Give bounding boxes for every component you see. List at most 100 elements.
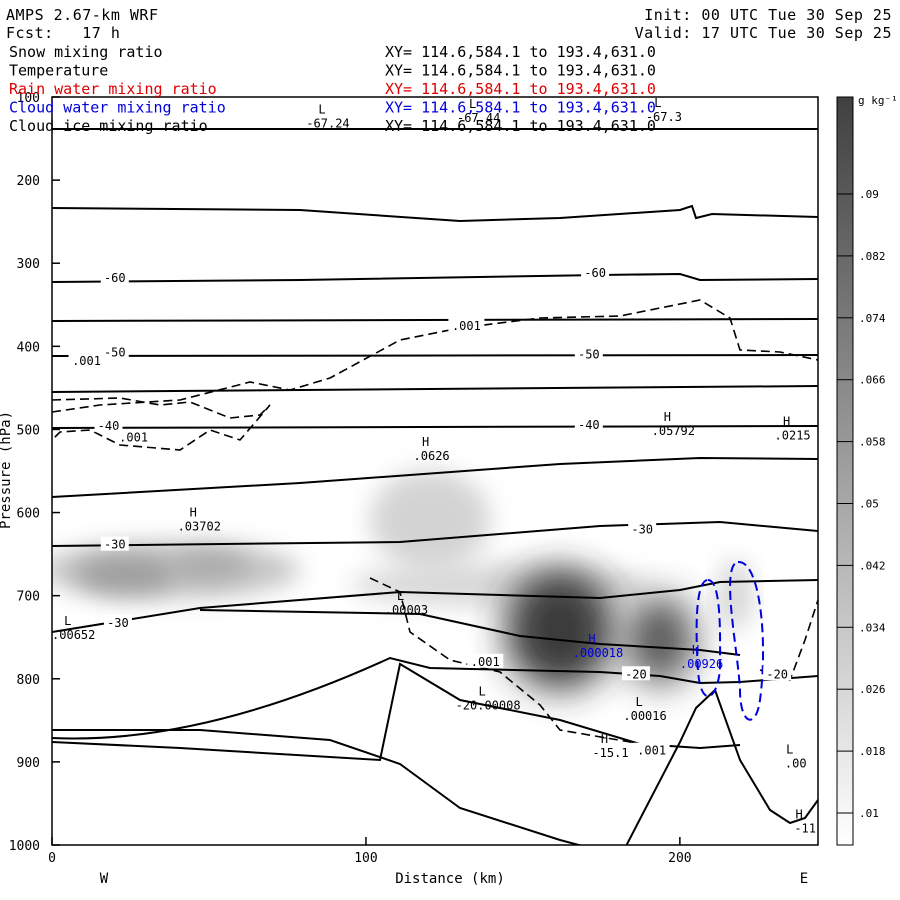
legend-name-0: Snow mixing ratio (9, 43, 163, 61)
contour-label-bg (763, 666, 792, 681)
colorbar-tick-label: .026 (859, 683, 886, 696)
forecast-hour: Fcst: 17 h (6, 24, 121, 42)
isotherm-neg30 (52, 520, 818, 547)
y-tick-label: 500 (17, 423, 40, 438)
extremum-kind-12: H (588, 632, 595, 646)
contour-label-bg (103, 614, 132, 629)
contour-label-1: -60 (584, 266, 606, 280)
extremum-kind-5: H (664, 410, 671, 424)
legend-xy-3: XY= 114.6,584.1 to 193.4,631.0 (385, 99, 656, 117)
y-tick-label: 400 (17, 340, 40, 355)
cloud-water-contours (695, 560, 765, 721)
contour-label-3: -50 (578, 347, 600, 361)
snow-core-main (505, 570, 615, 690)
colorbar-tick-label: .018 (859, 745, 886, 758)
valid-time: Valid: 17 UTC Tue 30 Sep 25 (634, 24, 892, 42)
cloud-water-ring1 (695, 578, 722, 698)
legend-xy-4: XY= 114.6,584.1 to 193.4,631.0 (385, 117, 656, 135)
x-axis: 0 100 200 (48, 837, 692, 866)
extremum-value-3: .03702 (178, 520, 221, 534)
contour-label-10: -20 (766, 667, 788, 681)
y-tick-label: 800 (17, 673, 40, 688)
extremum-kind-4: H (422, 435, 429, 449)
contour-label-7: -30 (631, 523, 653, 537)
extremum-kind-2: L (654, 96, 661, 110)
extremum-value-7: .00003 (385, 603, 428, 617)
colorbar-tick-label: .066 (859, 374, 886, 387)
legend-name-1: Temperature (9, 62, 108, 80)
contour-label-bg (621, 666, 650, 681)
colorbar (836, 96, 854, 846)
y-axis-title: Pressure (hPa) (0, 411, 14, 529)
extremum-kind-13: H (692, 643, 699, 657)
y-tick-label: 700 (17, 590, 40, 605)
colorbar-tick-label: .034 (859, 621, 886, 634)
extremum-value-5: .05792 (652, 424, 695, 438)
extremum-value-13: .00926 (680, 657, 723, 671)
isotherm-inner (52, 662, 741, 762)
isotherm-neg20 (52, 656, 818, 740)
isotherm-neg15 (199, 609, 741, 656)
contour-label-6: -30 (104, 538, 126, 552)
x-label-east: E (800, 871, 808, 887)
extremum-value-1: -67.44 (457, 111, 500, 125)
contour-labels: -60 -60 -50 -50 -40 -40 -30 -30 -30 -20 -20 .001 .00… (68, 264, 792, 758)
contour-label-bg (581, 264, 610, 279)
x-tick-label: 100 (354, 851, 377, 866)
extremum-kind-8: L (64, 614, 71, 628)
extremum-kind-11: H (601, 732, 608, 746)
snow-core-west (75, 555, 175, 595)
contour-label-11: .001 (72, 354, 101, 368)
extremum-value-15: -11 (794, 821, 816, 835)
contour-label-bg (633, 742, 670, 757)
x-label-west: W (100, 871, 109, 887)
extremum-value-2: -67.3 (646, 110, 682, 124)
contour-label-15: .001 (637, 744, 666, 758)
contour-label-bg (94, 417, 123, 432)
colorbar-tick-label: .05 (859, 498, 879, 511)
extremum-value-11: -15.1 (592, 746, 628, 760)
extremum-value-4: .0626 (414, 449, 450, 463)
isotherm-neg55 (52, 318, 818, 322)
snow-core-east (717, 560, 753, 630)
extremum-kind-0: L (318, 103, 325, 117)
extremum-value-0: -67.24 (306, 117, 349, 131)
y-tick-label: 1000 (9, 839, 40, 854)
contour-label-bg (100, 344, 129, 359)
legend-name-4: Cloud ice mixing ratio (9, 117, 208, 135)
y-tick-label: 600 (17, 507, 40, 522)
x-tick-label: 0 (48, 851, 56, 866)
contour-label-9: -20 (625, 667, 647, 681)
isotherm-neg60 (52, 272, 818, 283)
extremum-kind-3: H (190, 506, 197, 520)
extremum-kind-9: L (478, 684, 485, 698)
contour-label-bg (448, 318, 485, 333)
colorbar-tick-label: .074 (859, 312, 886, 325)
contour-label-12: .001 (119, 430, 148, 444)
colorbar-tick-label: .01 (859, 807, 879, 820)
extremum-kind-1: L (469, 97, 476, 111)
contour-label-bg (115, 429, 152, 444)
contour-label-13: .001 (452, 319, 481, 333)
extremum-kind-15: H (796, 807, 803, 821)
cloud-ice-core (369, 577, 646, 749)
contour-label-bg (467, 653, 504, 668)
contour-label-14: .001 (471, 655, 500, 669)
x-axis-title: Distance (km) (395, 871, 505, 887)
extremum-value-9: -20.00008 (456, 698, 521, 712)
snow-plume-mid (370, 470, 490, 570)
model-title: AMPS 2.67-km WRF (6, 6, 159, 24)
plot-frame (51, 96, 819, 846)
extremum-value-6: .0215 (775, 428, 811, 442)
contour-label-4: -40 (98, 419, 120, 433)
colorbar-tick-label: .082 (859, 250, 886, 263)
colorbar-ticks: .01 .018 .026 .034 .042 .05 .058 .066 .074 .082 .0… (837, 188, 886, 820)
extremum-value-12: .000018 (573, 646, 624, 660)
terrain (52, 688, 818, 845)
snow-core-west2 (170, 549, 250, 581)
cloud-ice-lower (52, 397, 271, 451)
legend: Snow mixing ratio XY= 114.6,584.1 to 193.… (9, 43, 656, 135)
contour-label-5: -40 (578, 418, 600, 432)
contour-label-8: -30 (107, 616, 129, 630)
